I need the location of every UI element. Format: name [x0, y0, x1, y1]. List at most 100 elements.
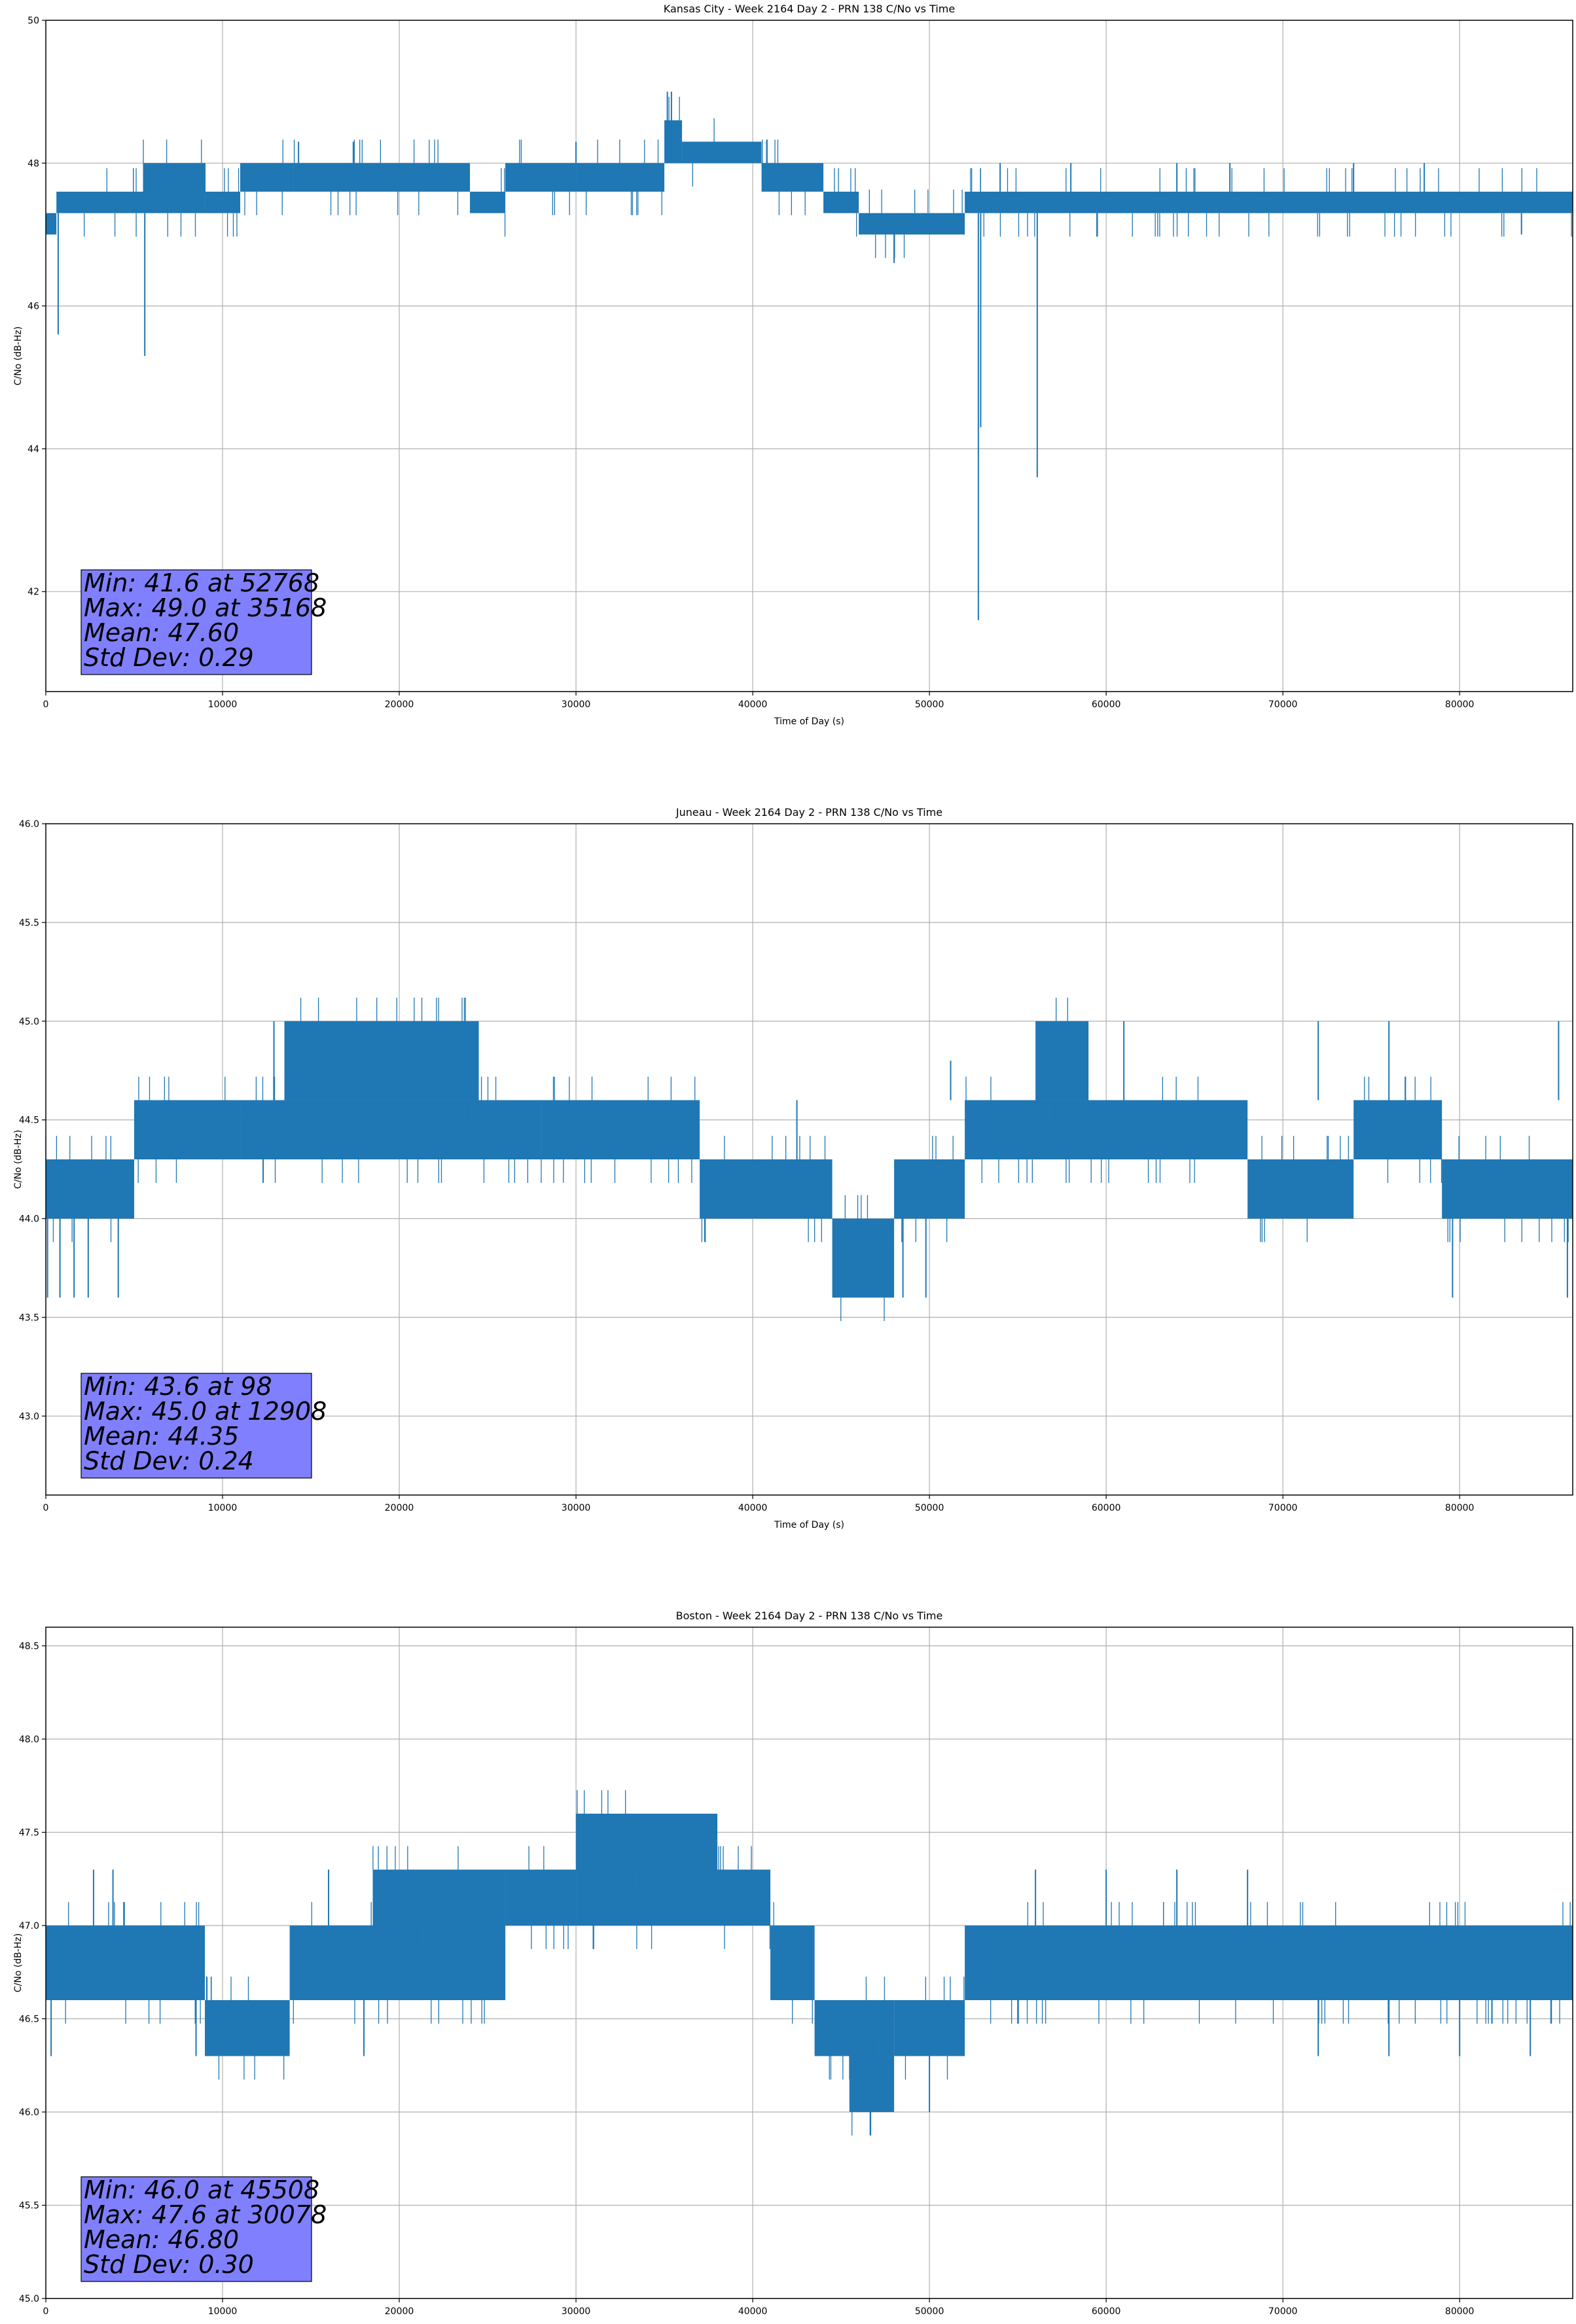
series-band	[832, 1218, 895, 1298]
x-tick-label: 50000	[915, 699, 944, 710]
series-band	[143, 163, 206, 213]
stats-line: Max: 45.0 at 12908	[84, 1397, 327, 1426]
series-band	[682, 141, 762, 164]
x-tick-label: 20000	[385, 2306, 414, 2317]
axes-frame	[45, 1627, 1573, 2299]
y-axis-label: C/No (dB-Hz)	[13, 326, 24, 385]
chart-title: Juneau - Week 2164 Day 2 - PRN 138 C/No …	[675, 806, 942, 819]
x-tick-label: 60000	[1092, 1503, 1121, 1513]
series-band	[470, 191, 506, 213]
y-tick-label: 48.0	[19, 1734, 39, 1745]
x-tick-label: 10000	[208, 699, 238, 710]
y-tick-label: 44.0	[19, 1214, 39, 1225]
x-tick-label: 30000	[562, 2306, 591, 2317]
x-tick-label: 60000	[1092, 2306, 1121, 2317]
y-tick-label: 45.5	[19, 918, 39, 928]
x-tick-label: 80000	[1445, 2306, 1475, 2317]
series-band	[814, 2000, 895, 2056]
x-tick-label: 30000	[562, 1503, 591, 1513]
series-band	[894, 1159, 965, 1219]
series-band	[894, 2000, 965, 2056]
series-band	[576, 1869, 771, 1926]
stats-line: Mean: 44.35	[84, 1422, 239, 1451]
series-line	[45, 997, 1573, 1322]
series-band	[289, 1926, 506, 2000]
y-tick-label: 45.0	[19, 1017, 39, 1027]
chart-3: 0 10000 20000 30000 40000 50000 60000 70000 8000…	[13, 1610, 1573, 2324]
series-band	[859, 213, 895, 235]
series-band	[240, 163, 294, 192]
series-band	[1442, 1159, 1573, 1219]
stats-line: Std Dev: 0.30	[84, 2250, 254, 2279]
x-tick-label: 40000	[738, 1503, 768, 1513]
axes-frame	[45, 20, 1573, 692]
x-tick-label: 20000	[385, 699, 414, 710]
series-band	[505, 1869, 577, 1926]
y-axis-label: C/No (dB-Hz)	[13, 1130, 24, 1189]
y-axis-label: C/No (dB-Hz)	[13, 1933, 24, 1992]
series-band	[46, 1926, 206, 2000]
x-tick-label: 50000	[915, 1503, 944, 1513]
x-tick-label: 10000	[208, 2306, 238, 2317]
series-band	[372, 1869, 506, 1926]
y-tick-label: 46	[27, 302, 39, 312]
stats-line: Std Dev: 0.29	[84, 643, 254, 672]
x-tick-label: 20000	[385, 1503, 414, 1513]
stats-line: Max: 49.0 at 35168	[84, 593, 327, 622]
x-tick-label: 80000	[1445, 1503, 1475, 1513]
stats-line: Min: 46.0 at 45508	[84, 2175, 319, 2204]
x-tick-label: 50000	[915, 2306, 944, 2317]
series-band	[205, 191, 241, 213]
series-line	[46, 1790, 1573, 2136]
x-tick-label: 80000	[1445, 699, 1475, 710]
series-band	[761, 163, 824, 192]
stats-line: Max: 47.6 at 30078	[84, 2200, 327, 2229]
series-band	[770, 1926, 815, 2000]
series-band	[700, 1159, 833, 1219]
x-tick-label: 70000	[1268, 1503, 1298, 1513]
series-band	[576, 1814, 718, 1870]
y-tick-label: 46.5	[19, 2015, 39, 2025]
x-tick-label: 0	[43, 2306, 49, 2317]
stats-box	[81, 569, 312, 675]
y-tick-label: 48	[27, 158, 39, 169]
y-tick-label: 45.0	[19, 2294, 39, 2304]
y-tick-label: 46.0	[19, 2107, 39, 2118]
series-band	[965, 1926, 1573, 2000]
x-tick-label: 70000	[1268, 699, 1298, 710]
series-band	[576, 163, 665, 192]
y-tick-label: 44	[27, 444, 39, 455]
series-band	[850, 2056, 895, 2112]
stats-line: Mean: 46.80	[84, 2225, 239, 2254]
x-tick-label: 0	[43, 699, 49, 710]
y-tick-label: 47.5	[19, 1828, 39, 1839]
series-band	[284, 1021, 479, 1100]
x-tick-label: 40000	[738, 2306, 768, 2317]
series-band	[505, 163, 577, 192]
x-tick-label: 30000	[562, 699, 591, 710]
y-tick-label: 43.5	[19, 1312, 39, 1323]
stats-box	[81, 2176, 312, 2282]
series-band	[1353, 1100, 1442, 1159]
y-tick-label: 48.5	[19, 1642, 39, 1652]
series-band	[894, 213, 965, 235]
y-tick-label: 44.5	[19, 1116, 39, 1126]
x-tick-label: 0	[43, 1503, 49, 1513]
series-line	[46, 92, 1573, 620]
y-tick-label: 47.0	[19, 1921, 39, 1931]
chart-1: 0 10000 20000 30000 40000 50000 60000 70000 8000…	[13, 3, 1573, 727]
series-band	[965, 1100, 1248, 1159]
series-band	[56, 191, 90, 213]
series-band	[134, 1100, 241, 1159]
stats-line: Min: 41.6 at 52768	[84, 569, 319, 597]
series-band	[823, 191, 859, 213]
series-band	[965, 191, 1573, 213]
x-tick-label: 10000	[208, 1503, 238, 1513]
x-tick-label: 60000	[1092, 699, 1121, 710]
y-tick-label: 50	[27, 16, 39, 26]
y-tick-label: 42	[27, 587, 39, 597]
y-tick-label: 45.5	[19, 2201, 39, 2211]
x-axis-label: Time of Day (s)	[774, 716, 844, 727]
